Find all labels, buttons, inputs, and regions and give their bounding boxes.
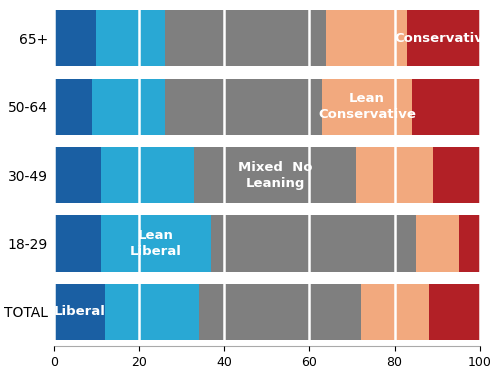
Bar (54, 79, 92, 135)
Text: Mixed  No
Leaning: Mixed No Leaning (238, 161, 312, 189)
Bar (100, 147, 194, 203)
Bar (164, 10, 326, 66)
Bar (408, 10, 480, 66)
Bar (412, 79, 480, 135)
Bar (416, 216, 459, 272)
Bar (194, 147, 356, 203)
Bar (198, 284, 360, 340)
Text: Lean
Conservative: Lean Conservative (318, 92, 416, 121)
Bar (54, 284, 105, 340)
Text: Lean
Liberal: Lean Liberal (130, 229, 182, 258)
Text: Liberal: Liberal (54, 305, 105, 319)
Bar (458, 216, 480, 272)
Bar (54, 216, 100, 272)
Bar (96, 10, 164, 66)
Bar (92, 79, 164, 135)
Bar (360, 284, 428, 340)
Bar (105, 284, 198, 340)
Bar (100, 216, 212, 272)
Bar (433, 147, 480, 203)
Bar (428, 284, 480, 340)
Bar (54, 10, 96, 66)
Bar (164, 79, 322, 135)
Bar (356, 147, 433, 203)
Bar (212, 216, 416, 272)
Bar (322, 79, 412, 135)
Bar (326, 10, 407, 66)
Text: Conservative: Conservative (394, 32, 492, 45)
Bar (54, 147, 100, 203)
